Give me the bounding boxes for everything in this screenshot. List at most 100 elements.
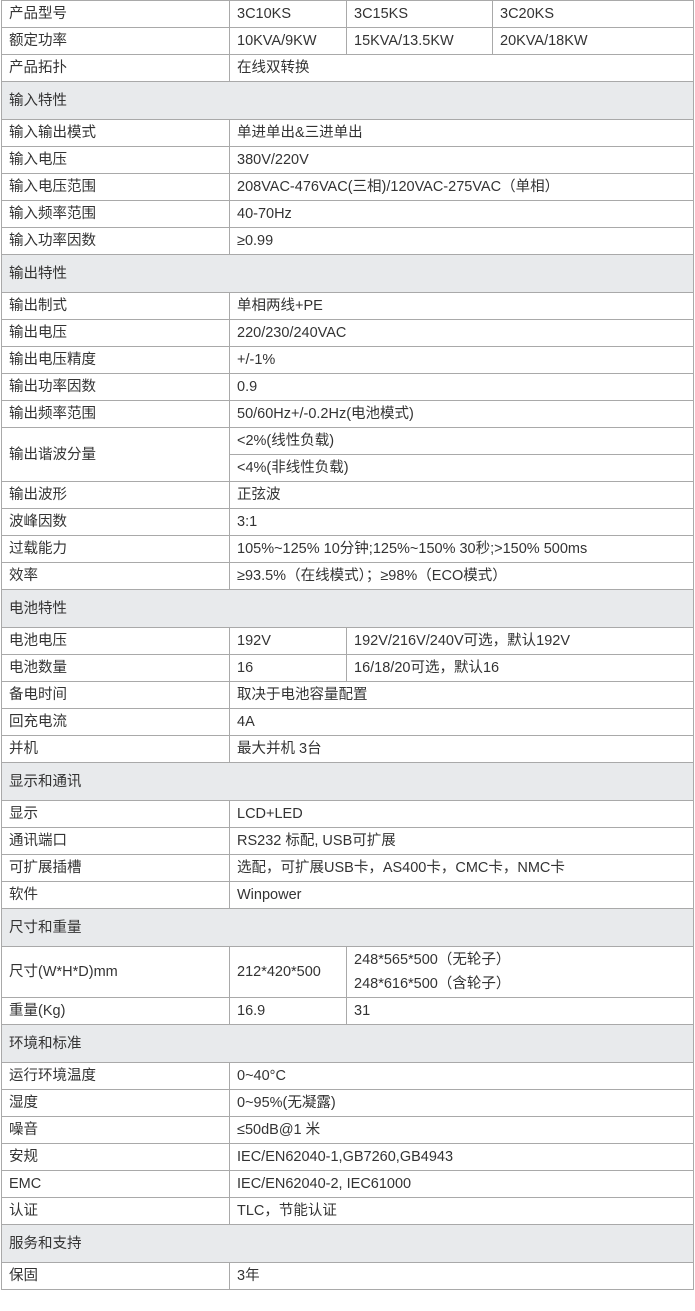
spec-value-line: 248*565*500（无轮子） [354, 952, 511, 968]
spec-value: 20KVA/18KW [492, 27, 694, 55]
spec-label: 输入电压 [1, 146, 230, 174]
spec-value: 0~95%(无凝露) [229, 1089, 694, 1117]
spec-row: 产品拓扑 在线双转换 [1, 54, 694, 82]
spec-label: 通讯端口 [1, 827, 230, 855]
spec-label: 尺寸(W*H*D)mm [1, 946, 230, 998]
spec-label: 电池电压 [1, 627, 230, 655]
spec-row: 保固 3年 [1, 1262, 694, 1290]
spec-value: ≥93.5%（在线模式）；≥98%（ECO模式） [229, 562, 694, 590]
section-title: 电池特性 [1, 589, 694, 628]
spec-row: 显示 LCD+LED [1, 800, 694, 828]
spec-value: 16 [229, 654, 347, 682]
spec-row: 输出功率因数 0.9 [1, 373, 694, 401]
spec-value: IEC/EN62040-1,GB7260,GB4943 [229, 1143, 694, 1171]
spec-row: 输入频率范围 40-70Hz [1, 200, 694, 228]
spec-value: 16/18/20可选，默认16 [346, 654, 694, 682]
spec-value: RS232 标配, USB可扩展 [229, 827, 694, 855]
spec-value: LCD+LED [229, 800, 694, 828]
spec-label: 运行环境温度 [1, 1062, 230, 1090]
spec-row: 尺寸(W*H*D)mm 212*420*500 248*565*500（无轮子） 24… [1, 946, 694, 998]
spec-label: 输入频率范围 [1, 200, 230, 228]
spec-label: 输入功率因数 [1, 227, 230, 255]
spec-label: 可扩展插槽 [1, 854, 230, 882]
spec-value: +/-1% [229, 346, 694, 374]
spec-label: 波峰因数 [1, 508, 230, 536]
spec-label: 输出制式 [1, 292, 230, 320]
spec-row: 备电时间 取决于电池容量配置 [1, 681, 694, 709]
spec-label: 软件 [1, 881, 230, 909]
spec-row: EMC IEC/EN62040-2, IEC61000 [1, 1170, 694, 1198]
spec-value: TLC，节能认证 [229, 1197, 694, 1225]
spec-value: 208VAC-476VAC(三相)/120VAC-275VAC（单相） [229, 173, 694, 201]
spec-value: 最大并机 3台 [229, 735, 694, 763]
spec-row: 认证 TLC，节能认证 [1, 1197, 694, 1225]
spec-label: 效率 [1, 562, 230, 590]
spec-label: 输入电压范围 [1, 173, 230, 201]
section-title: 输入特性 [1, 81, 694, 120]
spec-value: IEC/EN62040-2, IEC61000 [229, 1170, 694, 1198]
spec-value: ≤50dB@1 米 [229, 1116, 694, 1144]
section-title: 环境和标准 [1, 1024, 694, 1063]
spec-value: 0.9 [229, 373, 694, 401]
spec-value: Winpower [229, 881, 694, 909]
section-header-row: 服务和支持 [1, 1224, 694, 1263]
section-title: 输出特性 [1, 254, 694, 293]
section-title: 服务和支持 [1, 1224, 694, 1263]
spec-label: 重量(Kg) [1, 997, 230, 1025]
spec-value: 3C20KS [492, 0, 694, 28]
spec-row: 输入电压范围 208VAC-476VAC(三相)/120VAC-275VAC（单相… [1, 173, 694, 201]
spec-value: 3C15KS [346, 0, 493, 28]
spec-label: EMC [1, 1170, 230, 1198]
spec-row: 额定功率 10KVA/9KW 15KVA/13.5KW 20KVA/18KW [1, 27, 694, 55]
section-header-row: 输出特性 [1, 254, 694, 293]
spec-value: 40-70Hz [229, 200, 694, 228]
spec-value: 3:1 [229, 508, 694, 536]
section-title: 显示和通讯 [1, 762, 694, 801]
spec-label: 显示 [1, 800, 230, 828]
spec-row: 电池数量 16 16/18/20可选，默认16 [1, 654, 694, 682]
spec-value: 单相两线+PE [229, 292, 694, 320]
section-header-row: 尺寸和重量 [1, 908, 694, 947]
spec-value: 380V/220V [229, 146, 694, 174]
spec-label: 认证 [1, 1197, 230, 1225]
spec-row: 产品型号 3C10KS 3C15KS 3C20KS [1, 0, 694, 28]
spec-value: 10KVA/9KW [229, 27, 347, 55]
spec-value: 192V [229, 627, 347, 655]
spec-value: 取决于电池容量配置 [229, 681, 694, 709]
spec-row: 效率 ≥93.5%（在线模式）；≥98%（ECO模式） [1, 562, 694, 590]
spec-row: 波峰因数 3:1 [1, 508, 694, 536]
section-header-row: 显示和通讯 [1, 762, 694, 801]
spec-label: 湿度 [1, 1089, 230, 1117]
spec-value: 220/230/240VAC [229, 319, 694, 347]
spec-row: 噪音 ≤50dB@1 米 [1, 1116, 694, 1144]
spec-row: 安规 IEC/EN62040-1,GB7260,GB4943 [1, 1143, 694, 1171]
spec-value: 105%~125% 10分钟;125%~150% 30秒;>150% 500ms [229, 535, 694, 563]
spec-row: 可扩展插槽 选配，可扩展USB卡，AS400卡，CMC卡，NMC卡 [1, 854, 694, 882]
spec-value: 16.9 [229, 997, 347, 1025]
spec-label: 电池数量 [1, 654, 230, 682]
spec-value: 31 [346, 997, 694, 1025]
spec-value: 212*420*500 [229, 946, 347, 998]
section-title: 尺寸和重量 [1, 908, 694, 947]
spec-value: <2%(线性负载) [229, 427, 694, 455]
spec-row: 重量(Kg) 16.9 31 [1, 997, 694, 1025]
spec-label: 备电时间 [1, 681, 230, 709]
section-header-row: 电池特性 [1, 589, 694, 628]
spec-row: 并机 最大并机 3台 [1, 735, 694, 763]
spec-row: 通讯端口 RS232 标配, USB可扩展 [1, 827, 694, 855]
spec-value: 选配，可扩展USB卡，AS400卡，CMC卡，NMC卡 [229, 854, 694, 882]
spec-label: 输出波形 [1, 481, 230, 509]
spec-row: 运行环境温度 0~40°C [1, 1062, 694, 1090]
spec-row: 输出制式 单相两线+PE [1, 292, 694, 320]
spec-row: 输入输出模式 单进单出&三进单出 [1, 119, 694, 147]
spec-row: 输入功率因数 ≥0.99 [1, 227, 694, 255]
spec-label: 额定功率 [1, 27, 230, 55]
spec-label: 过载能力 [1, 535, 230, 563]
spec-label: 并机 [1, 735, 230, 763]
spec-row: 输出谐波分量 <2%(线性负载) [1, 427, 694, 482]
spec-value: 15KVA/13.5KW [346, 27, 493, 55]
spec-row: 输出波形 正弦波 [1, 481, 694, 509]
spec-value: 3C10KS [229, 0, 347, 28]
spec-label: 安规 [1, 1143, 230, 1171]
